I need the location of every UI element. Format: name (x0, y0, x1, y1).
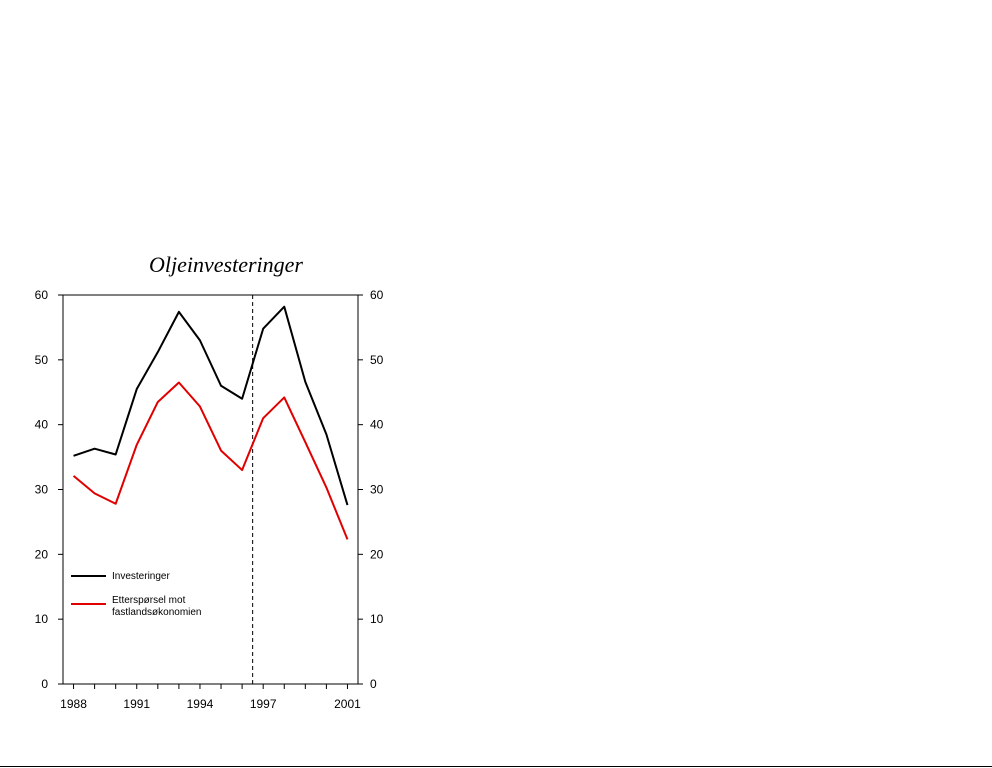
y-tick-label-left: 60 (35, 288, 49, 302)
x-tick-label: 1988 (60, 697, 87, 711)
y-tick-label-left: 0 (41, 677, 48, 691)
y-tick-label-right: 40 (370, 418, 384, 432)
legend-label-ettersporsel-line2: fastlandsøkonomien (112, 607, 202, 618)
y-tick-label-right: 30 (370, 483, 384, 497)
chart-title: Oljeinvesteringer (149, 252, 303, 277)
y-tick-label-left: 50 (35, 353, 49, 367)
legend-label-ettersporsel-line1: Etterspørsel mot (112, 595, 186, 606)
x-tick-label: 2001 (334, 697, 361, 711)
legend-label-investeringer: Investeringer (112, 571, 170, 582)
legend: Investeringer Etterspørsel mot fastlands… (71, 571, 202, 618)
y-tick-label-left: 40 (35, 418, 49, 432)
x-tick-label: 1997 (250, 697, 277, 711)
y-tick-label-right: 10 (370, 612, 384, 626)
bottom-rule (0, 766, 992, 767)
series-line-ettersporsel (72, 381, 349, 540)
series-layer (72, 305, 349, 540)
y-tick-label-right: 60 (370, 288, 384, 302)
y-tick-label-right: 50 (370, 353, 384, 367)
series-line-investeringer (73, 305, 349, 506)
y-tick-label-left: 10 (35, 612, 49, 626)
ticks-layer: 0 0 10 10 20 20 30 30 40 40 50 50 60 60 1988 1991 1994 19… (35, 288, 384, 711)
y-tick-label-left: 30 (35, 483, 49, 497)
y-tick-label-left: 20 (35, 547, 49, 561)
y-tick-label-right: 20 (370, 547, 384, 561)
y-tick-label-right: 0 (370, 677, 377, 691)
plot-frame (62, 294, 359, 685)
x-tick-label: 1991 (123, 697, 150, 711)
x-tick-label: 1994 (187, 697, 214, 711)
